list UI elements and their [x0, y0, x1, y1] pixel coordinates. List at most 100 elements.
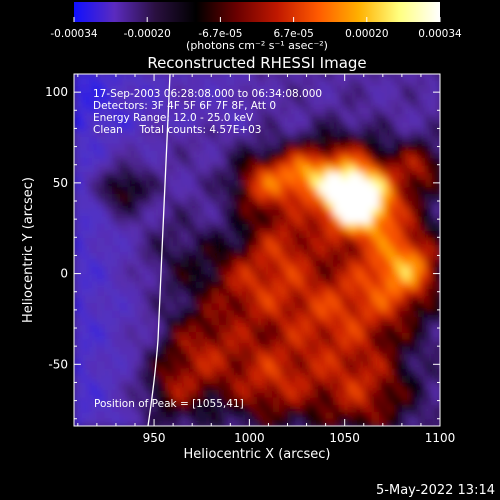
heatmap-cell: [211, 280, 220, 289]
heatmap-cell: [234, 99, 243, 108]
heatmap-cell: [287, 396, 296, 405]
heatmap-cell: [180, 201, 189, 209]
heatmap-cell: [157, 77, 167, 86]
heatmap-cell: [340, 222, 350, 231]
heatmap-cell: [295, 324, 304, 333]
heatmap-cell: [310, 404, 319, 413]
heatmap-cell: [249, 273, 258, 282]
heatmap-cell: [386, 208, 395, 217]
heatmap-cell: [340, 288, 350, 296]
heatmap-cell: [409, 324, 418, 333]
heatmap-cell: [295, 171, 304, 180]
heatmap-cell: [356, 77, 365, 86]
heatmap-cell: [394, 389, 403, 398]
heatmap-cell: [379, 230, 388, 238]
heatmap-cell: [424, 215, 433, 224]
heatmap-cell: [173, 193, 182, 202]
heatmap-cell: [234, 288, 243, 296]
heatmap-cell: [394, 74, 403, 79]
heatmap-cell: [424, 74, 433, 79]
heatmap-cell: [218, 171, 228, 180]
heatmap-cell: [234, 208, 243, 217]
heatmap-cell: [363, 179, 372, 188]
heatmap-cell: [112, 367, 121, 376]
heatmap-cell: [135, 331, 144, 340]
heatmap-cell: [386, 113, 395, 122]
heatmap-cell: [81, 259, 90, 267]
heatmap-cell: [150, 193, 159, 202]
heatmap-cell: [417, 142, 426, 151]
heatmap-cell: [218, 375, 228, 384]
heatmap-cell: [417, 375, 426, 384]
heatmap-cell: [234, 396, 243, 405]
heatmap-cell: [104, 157, 113, 166]
heatmap-cell: [81, 106, 90, 115]
heatmap-cell: [203, 128, 212, 137]
heatmap-cell: [234, 367, 243, 376]
heatmap-cell: [211, 338, 220, 347]
heatmap-cell: [188, 411, 197, 420]
heatmap-cell: [127, 317, 136, 325]
heatmap-cell: [325, 396, 334, 405]
heatmap-cell: [96, 353, 106, 362]
heatmap-cell: [394, 150, 403, 159]
heatmap-cell: [424, 266, 433, 275]
heatmap-cell: [157, 150, 167, 159]
heatmap-cell: [150, 171, 159, 180]
heatmap-cell: [340, 353, 350, 362]
heatmap-cell: [150, 92, 159, 101]
heatmap-cell: [295, 266, 304, 275]
heatmap-cell: [104, 106, 113, 115]
heatmap-cell: [417, 259, 426, 267]
heatmap-cell: [173, 121, 182, 130]
heatmap-cell: [363, 418, 372, 426]
heatmap-cell: [394, 237, 403, 246]
heatmap-cell: [157, 84, 167, 93]
heatmap-cell: [234, 331, 243, 340]
heatmap-cell: [96, 92, 106, 101]
heatmap-cell: [333, 317, 342, 325]
heatmap-cell: [249, 164, 258, 173]
heatmap-cell: [348, 74, 357, 79]
heatmap-cell: [89, 251, 98, 260]
heatmap-cell: [150, 367, 159, 376]
heatmap-cell: [127, 150, 136, 159]
heatmap-cell: [157, 367, 167, 376]
heatmap-cell: [196, 157, 205, 166]
heatmap-cell: [150, 331, 159, 340]
heatmap-cell: [127, 128, 136, 137]
heatmap-cell: [173, 404, 182, 413]
heatmap-cell: [203, 106, 212, 115]
heatmap-cell: [96, 121, 106, 130]
heatmap-cell: [127, 382, 136, 391]
heatmap-cell: [127, 208, 136, 217]
heatmap-cell: [150, 360, 159, 369]
heatmap-cell: [318, 74, 327, 79]
heatmap-cell: [386, 418, 395, 426]
heatmap-cell: [165, 411, 174, 420]
heatmap-cell: [127, 164, 136, 173]
heatmap-cell: [104, 367, 113, 376]
heatmap-cell: [196, 230, 205, 238]
heatmap-cell: [119, 150, 128, 159]
heatmap-cell: [379, 375, 388, 384]
heatmap-cell: [379, 396, 388, 405]
heatmap-cell: [417, 346, 426, 355]
heatmap-cell: [432, 208, 440, 217]
heatmap-cell: [348, 324, 357, 333]
heatmap-cell: [394, 121, 403, 130]
heatmap-cell: [173, 389, 182, 398]
colorbar-tick-label: -0.00020: [124, 28, 171, 40]
heatmap-cell: [310, 317, 319, 325]
heatmap-cell: [234, 353, 243, 362]
heatmap-cell: [409, 353, 418, 362]
heatmap-cell: [348, 92, 357, 101]
heatmap-cell: [417, 302, 426, 311]
heatmap-cell: [173, 360, 182, 369]
heatmap-cell: [112, 171, 121, 180]
heatmap-cell: [356, 367, 365, 376]
heatmap-cell: [127, 396, 136, 405]
heatmap-cell: [241, 317, 250, 325]
heatmap-cell: [104, 309, 113, 318]
heatmap-cell: [211, 74, 220, 79]
